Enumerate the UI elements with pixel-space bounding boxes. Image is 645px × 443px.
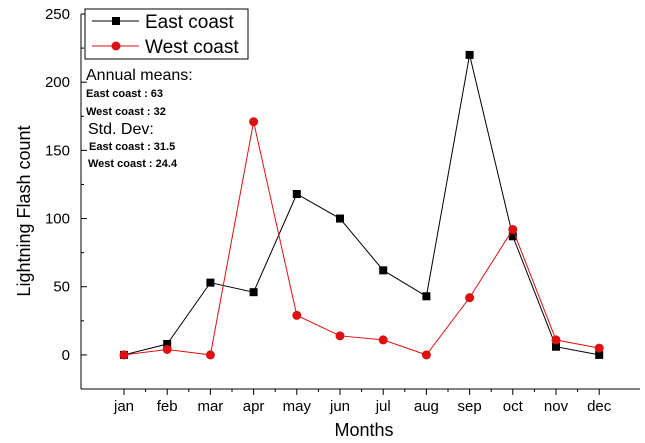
y-tick-label: 50 (53, 279, 70, 296)
x-tick-label: apr (243, 398, 265, 415)
annual-mean-west: West coast : 32 (86, 106, 166, 118)
y-ticks: 0 50 100 150 200 250 (45, 6, 87, 390)
x-tick-label: sep (458, 398, 482, 415)
data-point-east-coast (552, 342, 560, 351)
data-point-east-coast (249, 288, 258, 297)
data-point-east-coast (508, 232, 517, 241)
data-point-west-coast (594, 343, 604, 353)
x-axis-title: Months (334, 420, 393, 440)
x-tick-label: mar (197, 398, 223, 415)
series-east-coast (120, 50, 604, 359)
x-tick-label: feb (157, 398, 178, 415)
y-tick-label: 100 (45, 211, 70, 228)
y-tick-label: 200 (45, 74, 70, 91)
legend-marker-east (112, 17, 120, 25)
y-tick-label: 150 (45, 142, 70, 159)
data-point-west-coast (162, 344, 172, 354)
annual-mean-east: East coast : 63 (86, 88, 163, 100)
data-point-east-coast (336, 214, 344, 223)
legend-marker-west (111, 41, 121, 51)
x-tick-label: jun (329, 398, 350, 415)
legend: East coast West coast (84, 8, 249, 60)
x-tick-label: jan (113, 398, 134, 415)
data-point-east-coast (163, 340, 172, 348)
data-point-west-coast (119, 350, 129, 360)
std-dev-west: West coast : 24.4 (88, 158, 178, 170)
legend-label-west: West coast (145, 37, 239, 58)
std-dev-east: East coast : 31.5 (89, 141, 175, 153)
data-point-east-coast (292, 190, 301, 198)
data-point-west-coast (465, 293, 475, 303)
data-point-west-coast (551, 335, 561, 345)
annual-means-heading: Annual means: (86, 67, 193, 84)
x-tick-label: oct (503, 398, 524, 415)
data-point-west-coast (508, 224, 518, 234)
std-dev-heading: Std. Dev: (88, 121, 154, 138)
legend-label-east: East coast (145, 12, 234, 33)
x-tick-label: may (283, 398, 312, 415)
data-point-east-coast (465, 50, 474, 59)
x-ticks: jan feb mar apr may jun jul aug sep oct nov dec (113, 389, 612, 415)
series-layer (119, 50, 604, 360)
data-point-west-coast (421, 350, 431, 360)
x-tick-label: nov (544, 398, 569, 415)
x-tick-label: aug (414, 398, 439, 415)
y-tick-label: 250 (45, 6, 70, 23)
data-point-west-coast (335, 331, 345, 341)
series-line-west-coast (123, 121, 600, 356)
x-tick-label: jul (375, 398, 391, 415)
series-west-coast (119, 117, 604, 360)
data-point-west-coast (205, 350, 215, 360)
data-point-east-coast (379, 266, 388, 275)
y-tick-label: 0 (62, 347, 70, 364)
data-point-west-coast (292, 310, 302, 320)
annotation-block: Annual means: East coast : 63 West coast… (86, 67, 193, 170)
data-point-east-coast (206, 278, 215, 287)
data-point-east-coast (595, 350, 604, 359)
x-tick-label: dec (587, 398, 612, 415)
series-line-east-coast (123, 54, 600, 356)
data-point-east-coast (422, 292, 431, 301)
data-point-west-coast (378, 335, 388, 345)
axes (80, 14, 640, 390)
y-axis-title: Lightning Flash count (14, 125, 34, 296)
data-point-west-coast (249, 117, 259, 127)
